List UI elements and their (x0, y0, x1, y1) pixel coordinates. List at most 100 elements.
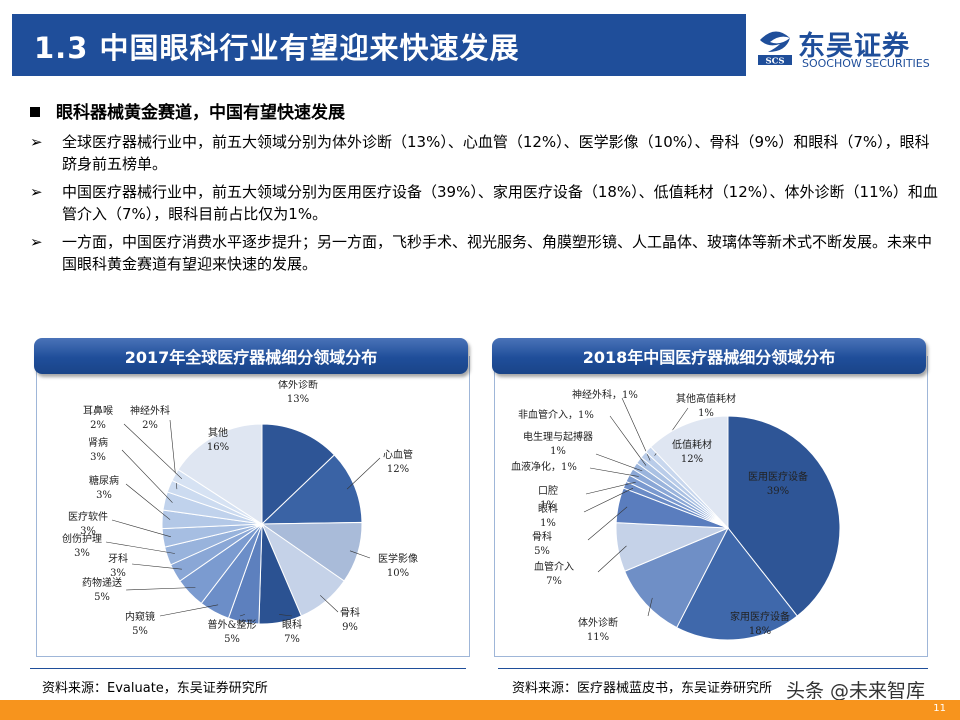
leader-line (346, 457, 381, 490)
right-chart-title: 2018年中国医疗器械细分领域分布 (492, 338, 926, 374)
bullet-item: ➢ 一方面，中国医疗消费水平逐步提升；另一方面，飞秒手术、视光服务、角膜塑形镜、人… (30, 231, 940, 275)
leader-line (597, 545, 627, 573)
slice-label: 眼科 1% (538, 502, 558, 529)
header-bar: 1.3 中国眼科行业有望迎来快速发展 (12, 14, 746, 76)
slice-label: 其他高值耗材 1% (676, 392, 736, 419)
left-chart-title: 2017年全球医疗器械细分领域分布 (34, 338, 468, 374)
leader-line (125, 483, 171, 520)
right-chart-frame (494, 356, 928, 657)
left-source-underline (30, 668, 466, 669)
slice-value: 5% (534, 546, 550, 557)
slice-value: 1% (540, 518, 556, 529)
text-content: 眼科器械黄金赛道，中国有望快速发展 ➢ 全球医疗器械行业中，前五大领域分别为体外诊… (30, 98, 940, 281)
bullet-text: 一方面，中国医疗消费水平逐步提升；另一方面，飞秒手术、视光服务、角膜塑形镜、人工… (62, 233, 933, 273)
slice-value: 1% (698, 408, 714, 419)
pie-slice (260, 454, 363, 525)
page-title: 1.3 中国眼科行业有望迎来快速发展 (34, 31, 520, 65)
footer-bar: 11 (0, 700, 960, 720)
section-heading: 眼科器械黄金赛道，中国有望快速发展 (30, 98, 940, 123)
slice-value: 1% (540, 500, 556, 511)
slice-value: 7% (546, 576, 562, 587)
arrow-bullet-icon: ➢ (30, 233, 43, 251)
slice-label: 糖尿病 3% (89, 474, 119, 501)
right-pie-chart: 医用医疗设备 39%家用医疗设备 18%体外诊断 11%血管介入 7%骨科 5%眼科 1%口… (511, 388, 841, 643)
slice-label: 体外诊断 13% (278, 380, 318, 405)
bullet-item: ➢ 中国医疗器械行业中，前五大领域分别为医用医疗设备（39%）、家用医疗设备（18… (30, 181, 940, 225)
slice-label: 神经外科，1% (572, 388, 638, 401)
slice-label: 口腔 1% (538, 484, 558, 511)
pie-slice (676, 527, 798, 641)
slice-label: 眼科 7% (282, 618, 302, 645)
slice-name: 耳鼻喉 (83, 404, 113, 417)
logo-mark-text: SCS (765, 57, 784, 67)
leader-line (239, 614, 245, 617)
slice-name: 骨科 (532, 530, 552, 543)
slice-value: 7% (284, 634, 300, 645)
slice-label: 家用医疗设备 18% (730, 610, 790, 637)
slice-name: 眼科 (538, 502, 558, 515)
bullet-text: 中国医疗器械行业中，前五大领域分别为医用医疗设备（39%）、家用医疗设备（18%… (62, 183, 938, 223)
slice-value: 2% (142, 420, 158, 431)
slice-label: 低值耗材 12% (672, 438, 712, 465)
slice-name: 糖尿病 (89, 474, 119, 487)
slice-name: 体外诊断 (578, 616, 618, 629)
page-number: 11 (933, 703, 946, 714)
slice-label: 药物递送 5% (82, 576, 122, 603)
slice-value: 5% (132, 626, 148, 637)
slice-name: 口腔 (538, 484, 558, 497)
slice-name: 医学影像 (378, 552, 418, 565)
slice-label: 血管介入 7% (534, 560, 574, 587)
slice-name: 血管介入 (534, 560, 574, 573)
leader-line (159, 604, 219, 617)
leader-line (609, 415, 647, 466)
slice-label: 医学影像 10% (378, 552, 418, 579)
slice-label: 牙科 3% (108, 552, 128, 579)
slice-label: 骨科 9% (340, 606, 360, 633)
slice-name: 家用医疗设备 (730, 610, 790, 623)
slice-value: 16% (207, 442, 229, 453)
leader-line (349, 550, 371, 559)
pie-slice (650, 415, 729, 530)
slice-value: 3% (96, 490, 112, 501)
slice-value: 10% (387, 568, 409, 579)
slice-name: 体外诊断 (278, 380, 318, 391)
right-source-underline (498, 668, 928, 669)
slice-value: 12% (681, 454, 703, 465)
slice-name: 骨科 (340, 606, 360, 619)
leader-line (111, 519, 171, 538)
pie-slice (624, 527, 730, 629)
slice-label: 医疗软件 3% (68, 510, 108, 537)
slice-name: 心血管 (383, 448, 413, 461)
slice-label: 创伤护理 3% (62, 532, 102, 559)
slice-name: 内窥镜 (125, 610, 155, 623)
leader-line (125, 587, 196, 591)
pie-slice (177, 423, 263, 525)
slice-name: 医疗软件 (68, 510, 108, 523)
scs-logo-icon: SCS (758, 31, 792, 67)
slice-label: 心血管 12% (383, 448, 413, 475)
slice-label: 电生理与起搏器 1% (523, 430, 593, 457)
logo-english-name: SOOCHOW SECURITIES (802, 57, 930, 70)
slice-value: 3% (74, 548, 90, 559)
slice-value: 3% (80, 526, 96, 537)
leader-line (105, 541, 175, 554)
slice-name: 其他 (208, 426, 228, 439)
bullet-item: ➢ 全球医疗器械行业中，前五大领域分别为体外诊断（13%）、心血管（12%）、医学… (30, 131, 940, 175)
slice-name: 创伤护理 (62, 532, 102, 545)
arrow-bullet-icon: ➢ (30, 133, 43, 151)
leader-line (587, 506, 628, 541)
slice-label: 骨科 5% (532, 530, 552, 557)
watermark-text: 头条 @未来智库 (786, 680, 926, 702)
slice-label: 耳鼻喉 2% (83, 404, 113, 431)
leader-line (647, 597, 653, 617)
slice-name: 牙科 (108, 552, 128, 565)
arrow-bullet-icon: ➢ (30, 183, 43, 201)
right-chart-source: 资料来源：医疗器械蓝皮书，东吴证券研究所 (512, 681, 773, 696)
slice-label: 非血管介入，1% (518, 408, 594, 421)
section-heading-text: 眼科器械黄金赛道，中国有望快速发展 (56, 103, 345, 123)
slice-label: 医用医疗设备 39% (748, 470, 808, 497)
company-logo: SCS 东吴证券 SOOCHOW SECURITIES (754, 24, 950, 72)
leader-line (121, 449, 173, 503)
slice-value: 2% (90, 420, 106, 431)
left-chart-source: 资料来源：Evaluate，东吴证券研究所 (42, 681, 268, 696)
